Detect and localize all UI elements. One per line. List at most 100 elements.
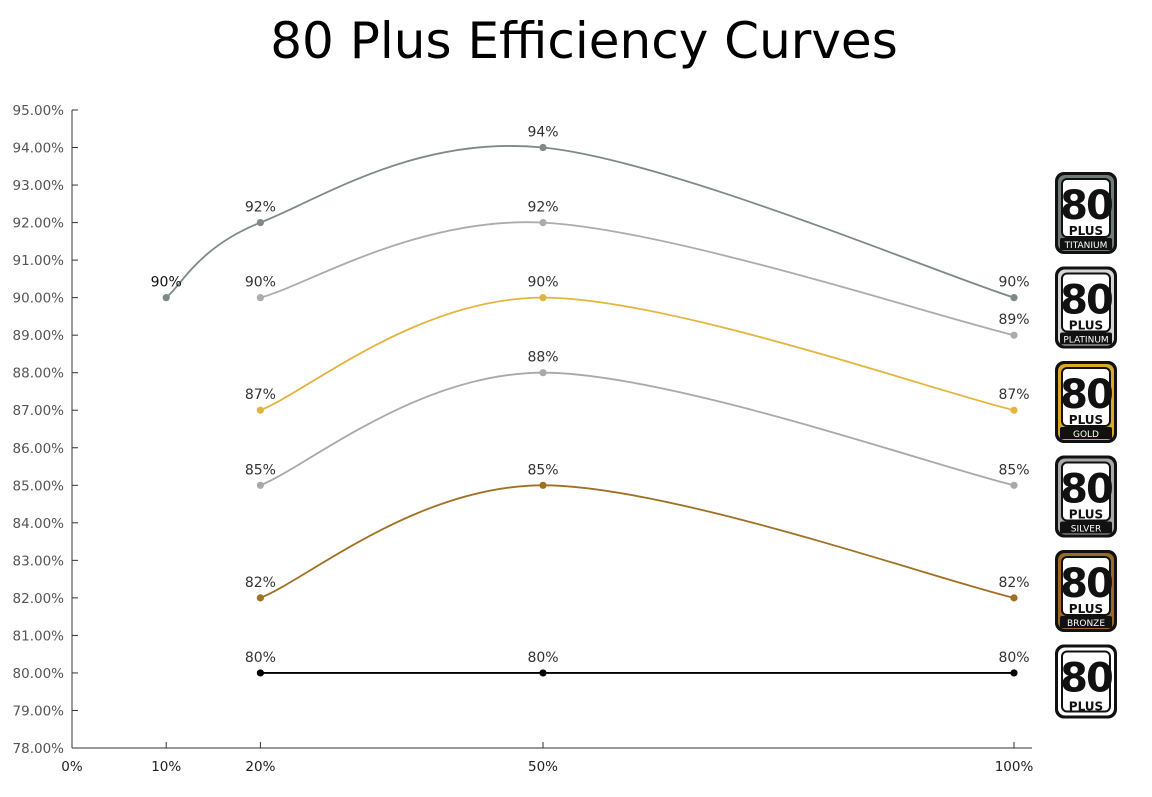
data-point bbox=[256, 218, 264, 227]
series-line bbox=[260, 296, 1015, 412]
data-label: 87% bbox=[245, 387, 276, 403]
badge-tier: BRONZE bbox=[1067, 619, 1105, 629]
badge-plus: PLUS bbox=[1069, 224, 1103, 238]
data-point bbox=[256, 594, 264, 602]
y-tick-label: 81.00% bbox=[13, 628, 65, 644]
data-point bbox=[539, 481, 547, 489]
badge-tier: SILVER bbox=[1071, 525, 1102, 535]
data-point bbox=[256, 294, 264, 302]
badge-number: 80 bbox=[1060, 183, 1112, 229]
data-label: 89% bbox=[998, 312, 1029, 328]
badge-number: 80 bbox=[1060, 656, 1112, 702]
data-label: 82% bbox=[998, 575, 1029, 591]
series-standard: 80% 80% 80% bbox=[245, 650, 1030, 677]
y-tick-label: 83.00% bbox=[13, 553, 65, 569]
badge-tier: GOLD bbox=[1073, 430, 1099, 440]
y-tick-label: 82.00% bbox=[13, 591, 65, 607]
badge-number: 80 bbox=[1060, 467, 1112, 513]
badge-tier: TITANIUM bbox=[1064, 241, 1108, 251]
badge-tier-bar bbox=[1060, 238, 1112, 250]
data-label: 80% bbox=[998, 650, 1029, 666]
y-tick-label: 86.00% bbox=[13, 441, 65, 457]
badge-number: 80 bbox=[1060, 372, 1112, 418]
data-point bbox=[162, 294, 170, 302]
data-point bbox=[256, 669, 264, 677]
data-point bbox=[539, 218, 547, 227]
badge-plus: PLUS bbox=[1069, 319, 1103, 333]
axes: 78.00% 79.00% 80.00% 81.00% 82.00% 83.00% 84.0… bbox=[13, 103, 1034, 775]
badge-tier-bar bbox=[1060, 616, 1112, 628]
data-label: 94% bbox=[527, 125, 558, 141]
badge-face bbox=[1061, 556, 1111, 616]
data-label: 92% bbox=[245, 200, 276, 216]
series-line bbox=[165, 145, 1015, 299]
badge-tier-bar bbox=[1060, 332, 1112, 345]
badge-plus: PLUS bbox=[1069, 700, 1103, 714]
badge-plus: PLUS bbox=[1069, 413, 1103, 427]
data-point bbox=[256, 406, 264, 414]
badge-tier-bar bbox=[1060, 427, 1112, 439]
series-line bbox=[260, 221, 1015, 337]
data-label: 80% bbox=[245, 650, 276, 666]
data-point bbox=[539, 369, 547, 377]
badge-legend: 80PLUSTITANIUM80PLUSPLATINUM80PLUSGOLD80… bbox=[1055, 172, 1117, 719]
badge-plus: PLUS bbox=[1069, 602, 1103, 616]
series-gold: 87% 90% 87% bbox=[245, 275, 1030, 414]
badge-face bbox=[1061, 272, 1111, 333]
data-label: 90% bbox=[151, 275, 182, 291]
data-point bbox=[1010, 406, 1018, 414]
x-tick-label: 0% bbox=[61, 759, 83, 775]
chart-title: 80 Plus Efficiency Curves bbox=[270, 12, 898, 70]
y-tick-label: 80.00% bbox=[13, 666, 65, 682]
badge-number: 80 bbox=[1060, 561, 1112, 607]
data-point bbox=[1010, 331, 1018, 339]
data-label: 82% bbox=[245, 575, 276, 591]
data-label: 85% bbox=[998, 462, 1029, 478]
x-tick-label: 50% bbox=[528, 759, 558, 775]
y-tick-label: 87.00% bbox=[13, 403, 65, 419]
badge-number: 80 bbox=[1060, 278, 1112, 324]
badge-face bbox=[1061, 461, 1111, 522]
badge-tier: PLATINUM bbox=[1063, 336, 1108, 346]
series-titanium: 90% 92% 94% 90% bbox=[151, 125, 1030, 302]
y-tick-label: 93.00% bbox=[13, 178, 65, 194]
x-tick-label: 20% bbox=[245, 759, 275, 775]
data-label: 92% bbox=[527, 200, 558, 216]
data-point bbox=[1010, 294, 1018, 302]
y-tick-label: 89.00% bbox=[13, 328, 65, 344]
data-label: 80% bbox=[527, 650, 558, 666]
series-silver: 85% 88% 85% bbox=[245, 350, 1030, 489]
data-label: 87% bbox=[998, 387, 1029, 403]
y-tick-label: 85.00% bbox=[13, 478, 65, 494]
data-point bbox=[1010, 594, 1018, 602]
series-layer: 90%92%94%90%90%92%89%87%90%87%85%88%85%8… bbox=[151, 125, 1030, 677]
data-point bbox=[539, 294, 547, 302]
badge-plus: PLUS bbox=[1069, 508, 1103, 522]
y-tick-label: 79.00% bbox=[13, 703, 65, 719]
y-tick-label: 92.00% bbox=[13, 216, 65, 232]
badge-face bbox=[1061, 650, 1111, 713]
x-tick-label: 10% bbox=[151, 759, 181, 775]
data-point bbox=[539, 669, 547, 677]
y-tick-label: 90.00% bbox=[13, 291, 65, 307]
badge-tier-bar bbox=[1060, 521, 1112, 534]
series-line bbox=[260, 371, 1015, 487]
data-label: 90% bbox=[998, 275, 1029, 291]
y-tick-label: 84.00% bbox=[13, 516, 65, 532]
badge-face bbox=[1061, 367, 1111, 427]
y-tick-label: 95.00% bbox=[13, 103, 65, 119]
data-label: 90% bbox=[527, 275, 558, 291]
data-point bbox=[1010, 669, 1018, 677]
series-line bbox=[260, 484, 1015, 599]
data-label: 85% bbox=[527, 462, 558, 478]
data-point bbox=[539, 143, 547, 152]
y-tick-label: 91.00% bbox=[13, 253, 65, 269]
data-label: 88% bbox=[527, 350, 558, 366]
